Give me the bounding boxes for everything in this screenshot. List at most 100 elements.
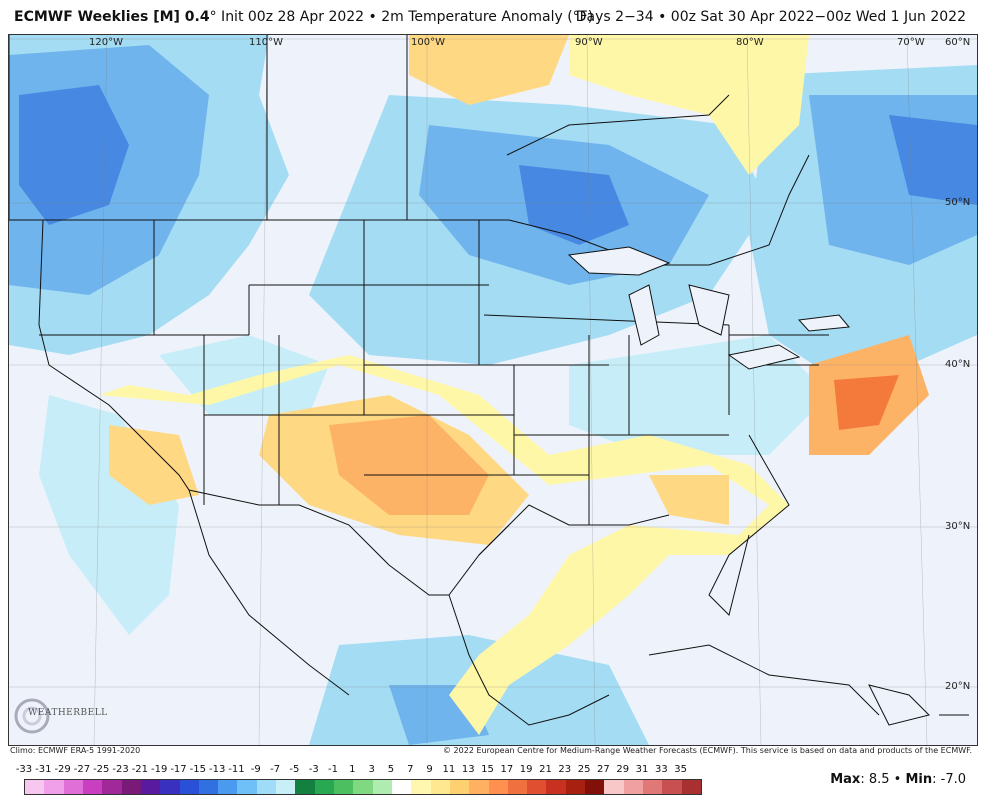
colorbar-swatch bbox=[276, 780, 296, 794]
lat-label-20n: 20°N bbox=[945, 681, 971, 692]
colorbar-swatch bbox=[585, 780, 605, 794]
max-min-readout: Max: 8.5 • Min: -7.0 bbox=[830, 772, 966, 787]
colorbar-swatch bbox=[25, 780, 45, 794]
colorbar-tick-label: -31 bbox=[35, 764, 52, 775]
colorbar-tick-label: 33 bbox=[654, 764, 668, 775]
colorbar-tick-label: -33 bbox=[15, 764, 33, 775]
max-value: 8.5 bbox=[868, 772, 890, 787]
colorbar-tick-label: 29 bbox=[616, 764, 630, 775]
colorbar-tick-label: 9 bbox=[426, 764, 433, 775]
temperature-anomaly-map bbox=[9, 35, 977, 745]
map-header: ECMWF Weeklies [M] 0.4° Init 00z 28 Apr … bbox=[0, 0, 984, 34]
colorbar-swatch bbox=[102, 780, 122, 794]
colorbar-swatch bbox=[604, 780, 624, 794]
colorbar-tick-label: 7 bbox=[407, 764, 414, 775]
colorbar-swatch bbox=[256, 780, 277, 794]
weatherbell-logo: WEATHERBELL bbox=[12, 696, 107, 736]
colorbar-swatch bbox=[488, 780, 508, 794]
gulf-coast bbox=[478, 504, 670, 556]
colorbar-swatch bbox=[63, 780, 83, 794]
colorbar-swatch bbox=[527, 780, 547, 794]
colorbar-swatch bbox=[160, 780, 180, 794]
colorbar-tick-label: -21 bbox=[131, 764, 149, 775]
colorbar-labels: -33 -31 -29 -27 -25 -23 -21 -19 -17 -15 -13 -11 -9 -7… bbox=[14, 764, 714, 778]
colorbar-swatch bbox=[218, 780, 238, 794]
colorbar-tick-label: 5 bbox=[387, 764, 395, 775]
hurricane-icon bbox=[14, 698, 50, 734]
canada-provincial-borders bbox=[9, 35, 730, 220]
colorbar-swatch bbox=[121, 780, 141, 794]
colorbar-tick-label: -17 bbox=[170, 764, 187, 775]
colorbar-tick-label: -19 bbox=[151, 764, 168, 775]
colorbar-swatch bbox=[643, 780, 663, 794]
colorbar-swatch bbox=[237, 780, 257, 794]
colorbar-swatch bbox=[140, 780, 161, 794]
mexico-pacific-coast bbox=[188, 489, 350, 696]
political-borders bbox=[9, 35, 969, 726]
greater-antilles bbox=[868, 684, 969, 726]
lat-label-40n: 40°N bbox=[945, 359, 971, 370]
valid-range: Days 2−34 • 00z Sat 30 Apr 2022−00z Wed … bbox=[575, 9, 966, 25]
colorbar-swatch bbox=[82, 780, 103, 794]
colorbar-tick-label: -13 bbox=[208, 764, 226, 775]
colorbar-tick-label: 11 bbox=[442, 764, 456, 775]
colorbar-tick-label: -9 bbox=[250, 764, 261, 775]
colorbar-swatch bbox=[353, 780, 373, 794]
lon-label-100w: 100°W bbox=[411, 37, 445, 48]
colorbar-swatch bbox=[623, 780, 643, 794]
colorbar-tick-label: -3 bbox=[308, 764, 319, 775]
colorbar-swatch bbox=[449, 780, 470, 794]
climo-credit: Climo: ECMWF ERA-5 1991-2020 bbox=[10, 746, 141, 755]
colorbar-swatch bbox=[314, 780, 334, 794]
colorbar bbox=[24, 779, 702, 795]
colorbar-swatch bbox=[179, 780, 199, 794]
colorbar-tick-label: -25 bbox=[93, 764, 110, 775]
us-canada-border bbox=[9, 154, 810, 266]
colorbar-swatch bbox=[507, 780, 528, 794]
min-value: -7.0 bbox=[940, 772, 966, 787]
lon-label-90w: 90°W bbox=[575, 37, 603, 48]
colorbar-tick-label: -1 bbox=[328, 764, 339, 775]
warm-anomaly-fill bbox=[99, 35, 929, 735]
colorbar-swatch bbox=[44, 780, 64, 794]
colorbar-tick-label: -29 bbox=[54, 764, 71, 775]
colorbar-tick-label: 27 bbox=[597, 764, 610, 775]
colorbar-tick-label: -27 bbox=[73, 764, 91, 775]
colorbar-swatch bbox=[295, 780, 315, 794]
great-lakes bbox=[567, 246, 850, 370]
lon-label-110w: 110°W bbox=[249, 37, 283, 48]
colorbar-tick-label: -23 bbox=[112, 764, 129, 775]
colorbar-swatch bbox=[546, 780, 566, 794]
colorbar-swatch bbox=[334, 780, 354, 794]
colorbar-tick-label: 3 bbox=[368, 764, 375, 775]
colorbar-tick-label: -11 bbox=[228, 764, 245, 775]
map-title: ECMWF Weeklies [M] 0.4° Init 00z 28 Apr … bbox=[14, 9, 594, 25]
colorbar-tick-label: 23 bbox=[558, 764, 572, 775]
colorbar-tick-label: -7 bbox=[270, 764, 281, 775]
lat-label-50n: 50°N bbox=[945, 197, 971, 208]
colorbar-swatch bbox=[411, 780, 431, 794]
logo-text: WEATHERBELL bbox=[28, 708, 108, 718]
colorbar-tick-label: 21 bbox=[539, 764, 552, 775]
caribbean-islands bbox=[648, 644, 880, 716]
colorbar-swatch bbox=[662, 780, 682, 794]
colorbar-tick-label: 31 bbox=[635, 764, 649, 775]
colorbar-swatch bbox=[372, 780, 392, 794]
lon-label-70w: 70°W bbox=[897, 37, 925, 48]
colorbar-tick-label: 13 bbox=[461, 764, 475, 775]
colorbar-swatch bbox=[430, 780, 450, 794]
map-panel: 120°W 110°W 100°W 90°W 80°W 70°W 60°N 50… bbox=[8, 34, 978, 746]
colorbar-tick-label: 35 bbox=[674, 764, 688, 775]
lon-label-80w: 80°W bbox=[736, 37, 764, 48]
colorbar-swatch bbox=[198, 780, 219, 794]
colorbar-tick-label: -5 bbox=[289, 764, 300, 775]
colorbar-swatch bbox=[469, 780, 489, 794]
colorbar-swatch bbox=[391, 780, 412, 794]
colorbar-tick-label: -15 bbox=[189, 764, 206, 775]
colorbar-tick-label: 25 bbox=[577, 764, 591, 775]
colorbar-swatch bbox=[565, 780, 586, 794]
cool-anomaly-fill bbox=[9, 35, 977, 745]
colorbar-swatch bbox=[681, 780, 701, 794]
copyright-credit: © 2022 European Centre for Medium-Range … bbox=[443, 746, 972, 755]
colorbar-tick-label: 15 bbox=[481, 764, 494, 775]
